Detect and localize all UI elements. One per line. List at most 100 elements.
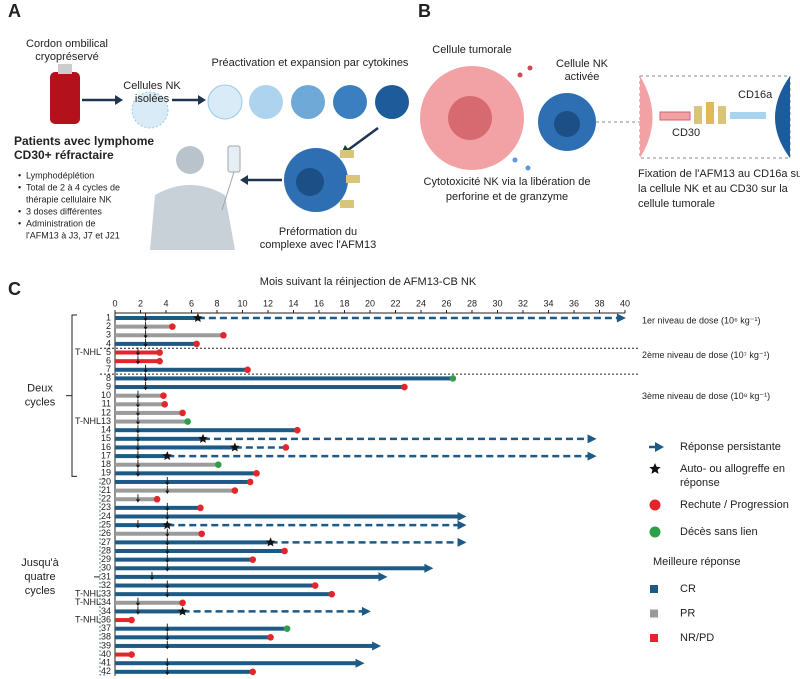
patient-label: 34 [101, 597, 111, 607]
subtype-label: T-NHL [75, 347, 101, 357]
relapse-dot [156, 357, 163, 365]
x-tick-label: 40 [620, 298, 630, 308]
nk-nucleus [554, 111, 580, 137]
patient-label: 1 [106, 312, 111, 322]
patient-label: 41 [101, 658, 111, 668]
response-bar [115, 635, 271, 640]
afm13 [706, 102, 714, 124]
response-bar [115, 557, 253, 562]
relapse-dot [246, 478, 254, 486]
relapse-dot [198, 530, 205, 538]
x-tick-label: 2 [138, 298, 143, 308]
group-label: Jusqu'à [21, 557, 59, 569]
infusion-mark [136, 459, 140, 469]
death-dot [184, 418, 191, 425]
patient-label: 13 [101, 416, 111, 426]
patient-head [176, 146, 204, 174]
legend-label: Auto- ou allogreffe en [680, 463, 785, 475]
patient-label: 29 [101, 554, 111, 564]
x-tick-label: 36 [569, 298, 579, 308]
afm13 [340, 200, 354, 208]
legend-arrow [655, 442, 664, 452]
bullet-text: Administration de [26, 218, 96, 228]
group-label: quatre [24, 571, 55, 583]
infusion-mark [143, 313, 148, 322]
infusion-mark [136, 399, 140, 408]
transplant-star [198, 433, 208, 443]
patient-label: 4 [106, 338, 111, 348]
nk-label: isolées [135, 93, 170, 105]
panel-b-art [420, 65, 791, 171]
nk-label: activée [565, 71, 600, 83]
bullet: • [18, 206, 21, 216]
granule [517, 72, 523, 78]
patient-label: 18 [101, 459, 111, 469]
dose-label: 1er niveau de dose (10⁶ kg⁻¹) [642, 315, 761, 325]
response-bar [115, 402, 165, 407]
response-bar [115, 661, 359, 666]
persistent-arrow [457, 537, 467, 547]
response-bar [115, 514, 461, 519]
cytotox-label: perforine et de granzyme [446, 191, 568, 203]
nk-edge [775, 76, 790, 158]
x-tick-label: 28 [467, 298, 477, 308]
bullet-text: 3 doses différentes [26, 206, 102, 216]
response-bar [115, 652, 132, 657]
infusion-mark [143, 330, 148, 339]
cd30 [659, 111, 691, 121]
response-bar [115, 540, 271, 545]
infusion-mark [165, 476, 170, 486]
subtype-label: T-NHL [75, 597, 101, 607]
infusion-mark [165, 563, 170, 572]
x-tick-label: 20 [365, 298, 375, 308]
complex-label: Préformation du [279, 226, 357, 238]
relapse-dot [231, 487, 239, 494]
response-bar [115, 419, 188, 424]
nk-cell [249, 85, 283, 119]
infusion-mark [165, 623, 170, 633]
x-tick-label: 0 [112, 298, 117, 308]
patient-label: 19 [101, 468, 111, 478]
bullet-text: Lymphodéplétion [26, 170, 94, 180]
response-bar [115, 643, 376, 648]
bullet-text: thérapie cellulaire NK [26, 194, 112, 204]
patient-label: 21 [101, 485, 111, 495]
response-bar [115, 669, 253, 674]
relapse-dot [197, 504, 204, 512]
relapse-dot [156, 349, 163, 356]
persistent-arrow [372, 641, 382, 651]
infusion-mark [165, 502, 170, 512]
response-bar [115, 549, 285, 554]
infusion-mark [165, 589, 170, 598]
blood-bag [50, 72, 80, 124]
infusion-mark [136, 390, 140, 400]
arrow-head [240, 175, 248, 185]
persistent-arrow [457, 520, 467, 530]
patient-label: 8 [106, 373, 111, 383]
response-bar [115, 471, 257, 476]
afm13 [694, 106, 702, 124]
response-bar [115, 497, 158, 502]
bag-top [58, 64, 72, 74]
x-tick-label: 24 [416, 298, 426, 308]
infusion-mark [150, 571, 154, 581]
bullet-text: Total de 2 à 4 cycles de [26, 182, 120, 192]
response-bar [115, 385, 405, 390]
patient-label: 40 [101, 649, 111, 659]
infusion-mark [136, 597, 140, 607]
response-bar [115, 626, 288, 631]
relapse-dot [193, 340, 200, 348]
group-label: cycles [25, 397, 56, 409]
arrow-head [198, 95, 206, 105]
nk-label: Cellule NK [556, 58, 609, 70]
infusion-mark [136, 425, 140, 434]
patient-label: 26 [101, 528, 111, 538]
persistent-arrow [378, 572, 388, 582]
legend-label: NR/PD [680, 632, 714, 644]
infusion-mark [165, 546, 170, 555]
transplant-star [265, 537, 276, 547]
response-bar [115, 488, 235, 493]
relapse-dot [220, 331, 227, 339]
response-bar [115, 531, 202, 536]
